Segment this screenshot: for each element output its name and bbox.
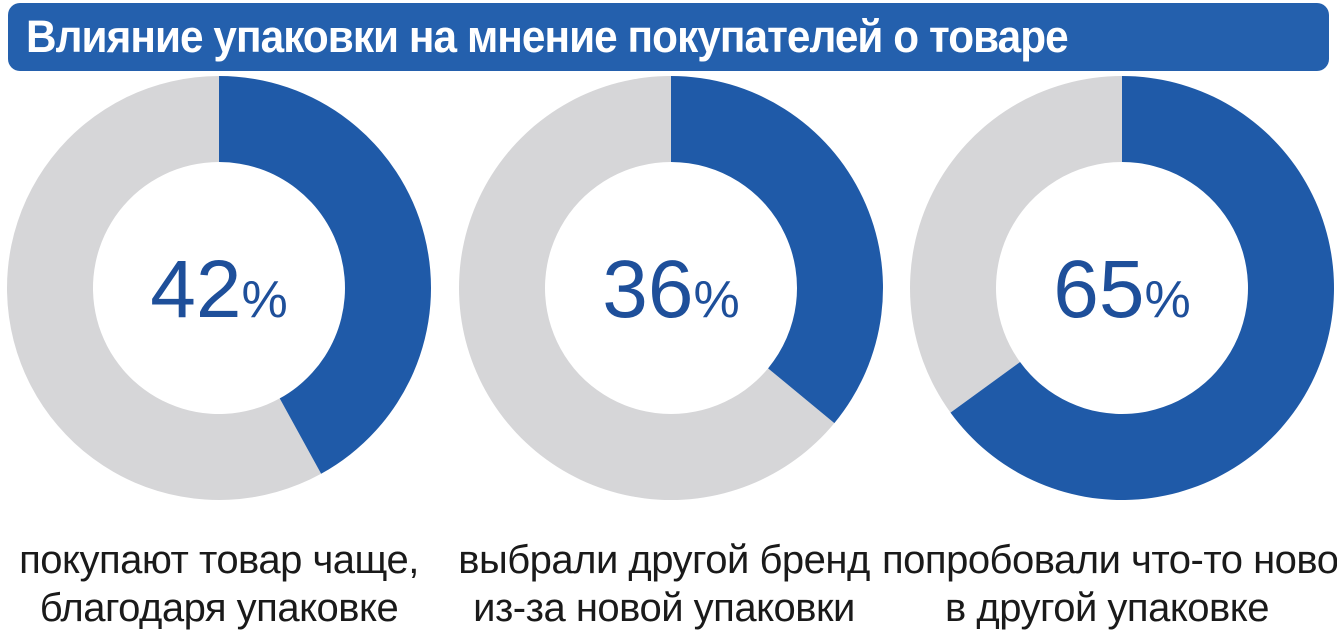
caption-3-line-1: попробовали что-то новое	[882, 538, 1337, 582]
donut-value-label-3: 65%	[1053, 244, 1190, 335]
title-banner: Влияние упаковки на мнение покупателей о…	[8, 3, 1329, 71]
donut-chart-2: 36%	[458, 76, 883, 501]
donut-charts: 42% 36% 65%	[7, 76, 1335, 501]
donut-value-2	[671, 76, 883, 424]
caption-2-line-1: выбрали другой бренд	[458, 538, 870, 582]
donut-chart-1: 42%	[7, 76, 432, 501]
value-unit-2: %	[693, 271, 739, 329]
value-number-2: 36	[602, 244, 693, 335]
value-number-1: 42	[150, 244, 241, 335]
caption-1: покупают товар чаще, благодаря упаковке	[0, 536, 444, 632]
value-number-3: 65	[1053, 244, 1144, 335]
donut-chart-3: 65%	[910, 76, 1335, 500]
caption-3-line-2: в другой упаковке	[945, 586, 1269, 630]
donut-value-label-2: 36%	[602, 244, 739, 335]
donut-value-1	[219, 76, 432, 474]
donut-value-label-1: 42%	[150, 244, 287, 335]
caption-1-line-2: благодаря упаковке	[39, 586, 399, 630]
caption-2-line-2: из-за новой упаковки	[473, 586, 855, 630]
donut-value-3	[950, 76, 1335, 500]
value-unit-1: %	[241, 271, 287, 329]
page-title: Влияние упаковки на мнение покупателей о…	[26, 11, 1069, 62]
donut-remainder-2	[458, 76, 835, 501]
caption-1-line-1: покупают товар чаще,	[19, 538, 419, 582]
donut-remainder-3	[910, 76, 1122, 413]
caption-2: выбрали другой бренд из-за новой упаковк…	[439, 536, 889, 632]
donut-remainder-1	[7, 76, 322, 501]
caption-3: попробовали что-то новое в другой упаков…	[882, 536, 1337, 632]
value-unit-3: %	[1144, 271, 1190, 329]
